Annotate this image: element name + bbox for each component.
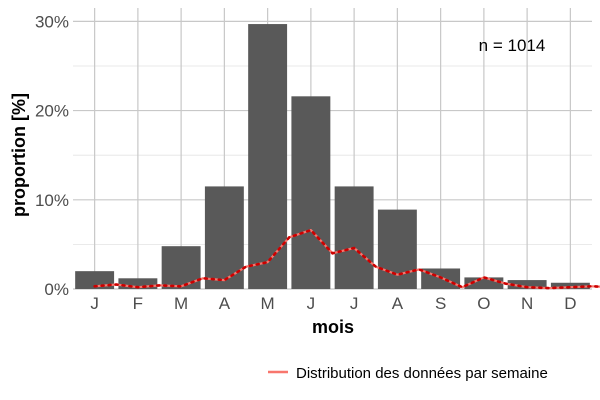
bar <box>377 209 417 289</box>
weekly-distribution-dots <box>93 228 600 290</box>
sample-size-annotation: n = 1014 <box>479 36 546 55</box>
x-tick-label: D <box>564 294 576 313</box>
x-tick-label: F <box>133 294 143 313</box>
x-tick-label: A <box>392 294 404 313</box>
x-tick-label: O <box>477 294 490 313</box>
y-tick-label: 0% <box>44 280 69 299</box>
x-tick-label: J <box>350 294 359 313</box>
bar <box>334 186 374 289</box>
y-tick-labels: 0% 10% 20% 30% <box>35 12 69 299</box>
bar <box>550 282 590 289</box>
x-tick-label: N <box>521 294 533 313</box>
weekly-line <box>93 228 600 290</box>
bar <box>291 96 331 289</box>
y-axis-title: proportion [%] <box>9 93 29 217</box>
x-tick-label: S <box>435 294 446 313</box>
x-axis-title: mois <box>312 317 354 337</box>
x-tick-label: A <box>219 294 231 313</box>
legend-label: Distribution des données par semaine <box>296 365 548 382</box>
x-tick-label: J <box>90 294 99 313</box>
bar <box>507 280 547 289</box>
bar <box>118 278 158 289</box>
bar <box>161 246 201 289</box>
x-tick-label: M <box>261 294 275 313</box>
bars <box>75 24 590 290</box>
y-tick-label: 20% <box>35 102 69 121</box>
legend: Distribution des données par semaine <box>268 365 548 382</box>
bar <box>248 24 288 290</box>
bar <box>464 277 504 289</box>
x-tick-label: M <box>174 294 188 313</box>
y-tick-label: 10% <box>35 191 69 210</box>
y-tick-label: 30% <box>35 12 69 31</box>
x-tick-label: J <box>307 294 316 313</box>
bar <box>204 186 244 289</box>
